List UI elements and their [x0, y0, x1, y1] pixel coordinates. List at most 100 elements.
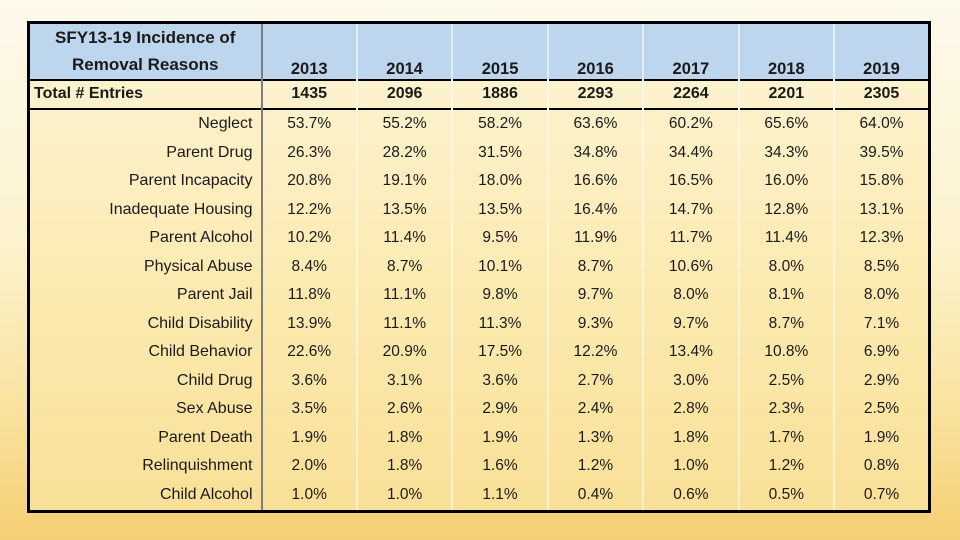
percent-cell-2016: 16.4%: [546, 195, 644, 225]
year-header-2015: 2015: [451, 22, 548, 80]
table-row: Parent Drug 26.3% 28.2% 31.5% 34.8% 34.4% 34.3…: [29, 138, 930, 168]
percent-cell-2014: 2.6%: [355, 395, 453, 424]
row-label: Parent Incapacity: [128, 172, 253, 190]
row-label: Parent Alcohol: [149, 229, 253, 247]
percent-cell-2017: 2.8%: [642, 395, 739, 424]
percent-cell-2015: 2.9%: [451, 395, 548, 424]
table-row: Parent Incapacity 20.8% 19.1% 18.0% 16.6% 16.…: [29, 167, 930, 196]
percent-cell-2016: 2.7%: [546, 366, 644, 396]
percent-cell-2018: 34.3%: [737, 138, 835, 168]
percent-cell-2015: 18.0%: [451, 167, 548, 196]
percent-cell-2019: 2.9%: [833, 366, 930, 396]
row-label: Relinquishment: [142, 457, 253, 475]
year-header-2018: 2018: [737, 22, 835, 80]
percent-cell-2014: 13.5%: [355, 195, 453, 225]
row-label: Sex Abuse: [176, 400, 253, 418]
percent-cell-2014: 11.1%: [355, 309, 453, 339]
year-header-2019: 2019: [833, 22, 930, 80]
percent-cell-2016: 16.6%: [546, 167, 644, 196]
percent-cell-2015: 17.5%: [451, 338, 548, 367]
total-entries-value-2018: 2201: [737, 79, 835, 109]
percent-cell-2014: 8.7%: [355, 252, 453, 282]
percent-cell-2015: 1.1%: [451, 480, 548, 512]
percent-cell-2016: 0.4%: [546, 480, 644, 512]
year-header-2014: 2014: [355, 22, 453, 80]
year-header-2013: 2013: [260, 22, 357, 80]
percent-cell-2013: 26.3%: [260, 138, 357, 168]
percent-cell-2015: 9.5%: [451, 224, 548, 253]
percent-cell-2017: 14.7%: [642, 195, 739, 225]
percent-cell-2017: 60.2%: [642, 108, 739, 139]
table-row: Neglect 53.7% 55.2% 58.2% 63.6% 60.2% 65.6% 64.…: [29, 108, 930, 139]
percent-cell-2018: 8.0%: [737, 252, 835, 282]
percent-cell-2014: 11.4%: [355, 224, 453, 253]
total-entries-value-2015: 1886: [451, 79, 548, 109]
percent-cell-2019: 8.0%: [833, 281, 930, 310]
percent-cell-2013: 2.0%: [260, 452, 357, 481]
percent-cell-2016: 1.3%: [546, 423, 644, 453]
row-label: Child Drug: [176, 371, 253, 389]
percent-cell-2018: 8.7%: [737, 309, 835, 339]
table-row: Parent Jail 11.8% 11.1% 9.8% 9.7% 8.0% 8.1% 8.0…: [29, 281, 930, 310]
percent-cell-2013: 3.5%: [260, 395, 357, 424]
total-entries-value-2016: 2293: [546, 79, 644, 109]
percent-cell-2015: 1.6%: [451, 452, 548, 481]
percent-cell-2018: 2.3%: [737, 395, 835, 424]
percent-cell-2014: 1.8%: [355, 452, 453, 481]
percent-cell-2016: 34.8%: [546, 138, 644, 168]
percent-cell-2017: 34.4%: [642, 138, 739, 168]
percent-cell-2017: 0.6%: [642, 480, 739, 512]
percent-cell-2015: 13.5%: [451, 195, 548, 225]
row-label: Neglect: [198, 115, 253, 133]
percent-cell-2018: 8.1%: [737, 281, 835, 310]
percent-cell-2016: 9.7%: [546, 281, 644, 310]
percent-cell-2013: 13.9%: [260, 309, 357, 339]
year-header-2016: 2016: [546, 22, 644, 80]
percent-cell-2013: 1.9%: [260, 423, 357, 453]
percent-cell-2018: 10.8%: [737, 338, 835, 367]
percent-cell-2015: 31.5%: [451, 138, 548, 168]
percent-cell-2016: 2.4%: [546, 395, 644, 424]
table-title-line1: SFY13-19 Incidence of: [55, 28, 236, 48]
table-row: Child Alcohol 1.0% 1.0% 1.1% 0.4% 0.6% 0.5% 0.7…: [29, 480, 930, 512]
percent-cell-2016: 1.2%: [546, 452, 644, 481]
percent-cell-2014: 3.1%: [355, 366, 453, 396]
percent-cell-2013: 8.4%: [260, 252, 357, 282]
percent-cell-2017: 10.6%: [642, 252, 739, 282]
total-entries-value-2014: 2096: [355, 79, 453, 109]
percent-cell-2014: 55.2%: [355, 108, 453, 139]
table-row: Relinquishment 2.0% 1.8% 1.6% 1.2% 1.0% 1.2% 0.…: [29, 452, 930, 481]
percent-cell-2015: 3.6%: [451, 366, 548, 396]
percent-cell-2017: 16.5%: [642, 167, 739, 196]
total-entries-value-2013: 1435: [260, 79, 357, 109]
percent-cell-2019: 6.9%: [833, 338, 930, 367]
percent-cell-2019: 2.5%: [833, 395, 930, 424]
percent-cell-2017: 13.4%: [642, 338, 739, 367]
row-label: Parent Death: [158, 428, 253, 446]
percent-cell-2013: 53.7%: [260, 108, 357, 139]
percent-cell-2018: 1.7%: [737, 423, 835, 453]
row-label: Physical Abuse: [143, 257, 253, 275]
percent-cell-2014: 20.9%: [355, 338, 453, 367]
removal-reasons-table: SFY13-19 Incidence of Removal Reasons 20…: [27, 21, 931, 513]
percent-cell-2016: 8.7%: [546, 252, 644, 282]
percent-cell-2015: 9.8%: [451, 281, 548, 310]
percent-cell-2013: 20.8%: [260, 167, 357, 196]
table-row: Parent Alcohol 10.2% 11.4% 9.5% 11.9% 11.7% 11…: [29, 224, 930, 253]
row-label: Child Disability: [147, 314, 253, 332]
table-row: Child Disability 13.9% 11.1% 11.3% 9.3% 9.7% 8…: [29, 309, 930, 339]
percent-cell-2016: 9.3%: [546, 309, 644, 339]
percent-cell-2015: 10.1%: [451, 252, 548, 282]
percent-cell-2019: 0.7%: [833, 480, 930, 512]
percent-cell-2013: 22.6%: [260, 338, 357, 367]
table-row: Sex Abuse 3.5% 2.6% 2.9% 2.4% 2.8% 2.3% 2.5%: [29, 395, 930, 424]
year-header-2017: 2017: [642, 22, 739, 80]
percent-cell-2017: 11.7%: [642, 224, 739, 253]
total-entries-value-2019: 2305: [833, 79, 930, 109]
percent-cell-2017: 1.8%: [642, 423, 739, 453]
percent-cell-2017: 3.0%: [642, 366, 739, 396]
percent-cell-2014: 19.1%: [355, 167, 453, 196]
percent-cell-2019: 39.5%: [833, 138, 930, 168]
table-row: Physical Abuse 8.4% 8.7% 10.1% 8.7% 10.6% 8.0%…: [29, 252, 930, 282]
